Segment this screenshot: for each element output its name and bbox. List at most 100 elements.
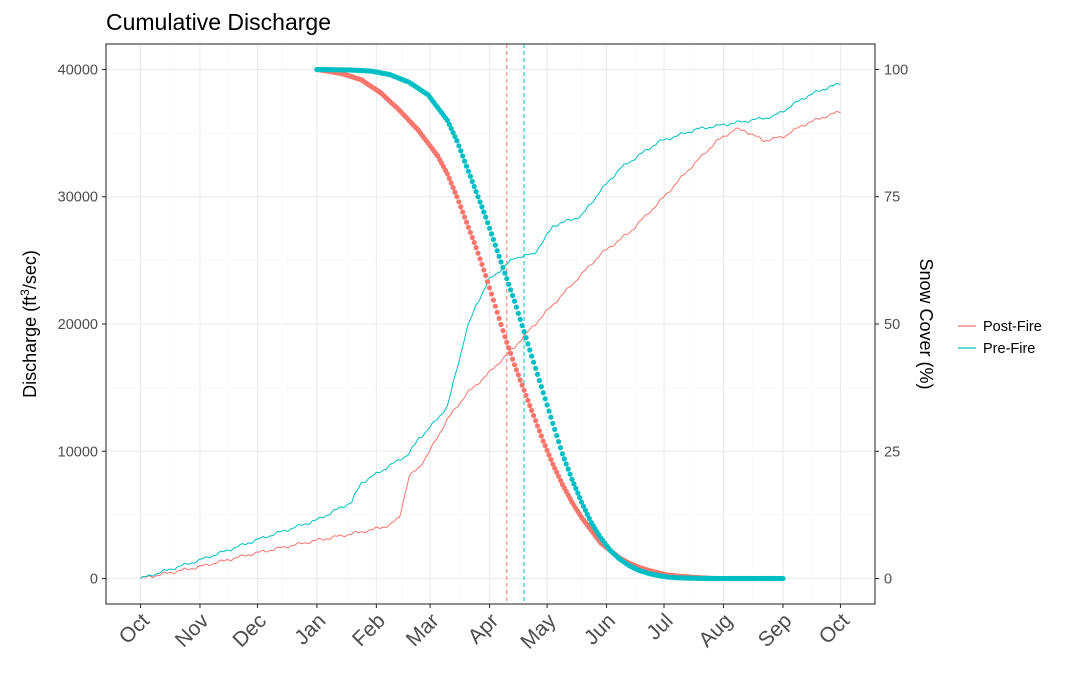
snow-cover-point <box>536 377 543 384</box>
snow-cover-point <box>481 267 487 273</box>
snow-cover-point <box>477 256 483 262</box>
snow-cover-point <box>475 194 481 200</box>
snow-cover-point <box>506 345 512 351</box>
snow-cover-point <box>529 353 535 359</box>
snow-cover-point <box>450 130 456 136</box>
snow-cover-point <box>569 476 575 482</box>
legend: Post-Fire Pre-Fire <box>958 319 1042 357</box>
snow-cover-point <box>780 575 786 582</box>
snow-cover-point <box>552 426 558 432</box>
snow-cover-point <box>444 117 450 123</box>
snow-cover-point <box>471 183 477 190</box>
snow-cover-point <box>586 515 592 522</box>
snow-cover-point <box>559 451 566 457</box>
snow-cover-point <box>556 473 562 479</box>
snow-cover-point <box>573 485 579 491</box>
snow-cover-point <box>563 461 569 467</box>
snow-cover-point <box>506 281 512 287</box>
snow-cover-point <box>481 209 487 215</box>
snow-cover-point <box>502 270 508 276</box>
snow-cover-point <box>504 339 510 345</box>
snow-cover-point <box>460 209 466 215</box>
snow-cover-point <box>475 250 481 256</box>
snow-cover-point <box>490 297 496 303</box>
snow-cover-point <box>525 341 531 347</box>
snow-cover-point <box>448 125 454 132</box>
snow-cover-point <box>477 199 483 205</box>
snow-cover-point <box>467 229 473 235</box>
snow-cover-point <box>465 224 471 230</box>
snow-cover-point <box>444 171 450 177</box>
snow-cover-point <box>577 495 583 501</box>
snow-cover-point <box>523 392 529 398</box>
snow-cover-point <box>452 134 458 140</box>
snow-cover-point <box>448 180 454 186</box>
snow-cover-series-pre-fire <box>314 66 786 582</box>
snow-cover-point <box>554 432 560 439</box>
snow-cover-point <box>492 242 498 248</box>
snow-cover-point <box>456 143 462 149</box>
y-axis-left-label-superscript: 3 <box>18 289 32 296</box>
snow-cover-point <box>479 204 485 210</box>
legend-entry-post-fire: Post-Fire <box>958 319 1042 335</box>
snow-cover-point <box>485 220 491 226</box>
snow-cover-point <box>458 204 464 210</box>
snow-cover-point <box>538 433 544 439</box>
snow-cover-point <box>492 303 498 309</box>
snow-cover-point <box>540 438 546 444</box>
snow-cover-point <box>454 194 460 200</box>
y-tick-label-right: 100 <box>884 62 908 78</box>
y-axis-left: 0 10000 20000 30000 40000 <box>58 62 106 588</box>
snow-cover-point <box>517 316 523 322</box>
snow-cover-point <box>557 445 564 451</box>
snow-cover-point <box>582 507 589 513</box>
snow-cover-point <box>515 310 521 316</box>
snow-cover-point <box>517 377 523 383</box>
snow-cover-point <box>565 466 571 472</box>
snow-cover-point <box>452 189 458 195</box>
snow-cover-point <box>473 245 479 251</box>
snow-cover-point <box>540 390 546 396</box>
snow-cover-point <box>523 335 529 341</box>
snow-cover-point <box>548 456 554 462</box>
snow-cover-point <box>546 408 552 414</box>
snow-cover-point <box>488 231 495 237</box>
snow-cover-point <box>527 402 533 409</box>
snow-cover-point <box>567 471 573 477</box>
snow-cover-point <box>531 359 537 365</box>
y-tick-label-left: 10000 <box>58 444 98 460</box>
y-tick-label-left: 0 <box>90 572 98 588</box>
snow-cover-point <box>548 414 554 420</box>
snow-cover-point <box>521 329 527 335</box>
snow-cover-point <box>467 173 473 179</box>
snow-cover-point <box>462 158 468 164</box>
snow-cover-point <box>450 185 456 191</box>
snow-cover-point <box>496 253 502 259</box>
snow-cover-point <box>550 461 556 467</box>
snow-cover-point <box>463 163 470 169</box>
y-axis-left-label: Discharge (ft3/sec) <box>18 250 40 398</box>
snow-cover-point <box>473 189 479 195</box>
snow-cover-point <box>519 322 525 329</box>
snow-cover-point <box>500 328 506 334</box>
snow-cover-point <box>533 365 539 371</box>
snow-cover-point <box>454 138 460 144</box>
snow-cover-point <box>496 315 502 321</box>
grid-major <box>106 44 875 604</box>
snow-cover-point <box>542 396 548 402</box>
snow-cover-point <box>483 273 489 279</box>
snow-cover-point <box>538 384 544 390</box>
snow-cover-point <box>494 309 500 315</box>
snow-cover-point <box>513 367 520 373</box>
snow-cover-point <box>533 418 539 424</box>
chart-title: Cumulative Discharge <box>106 9 331 35</box>
snow-cover-point <box>504 276 510 282</box>
snow-cover-point <box>508 350 514 357</box>
snow-cover-point <box>513 304 520 310</box>
snow-cover-point <box>446 121 452 127</box>
snow-cover-point <box>557 477 564 483</box>
snow-cover-point <box>485 279 491 285</box>
y-tick-label-right: 25 <box>884 444 900 460</box>
snow-cover-point <box>531 413 537 419</box>
